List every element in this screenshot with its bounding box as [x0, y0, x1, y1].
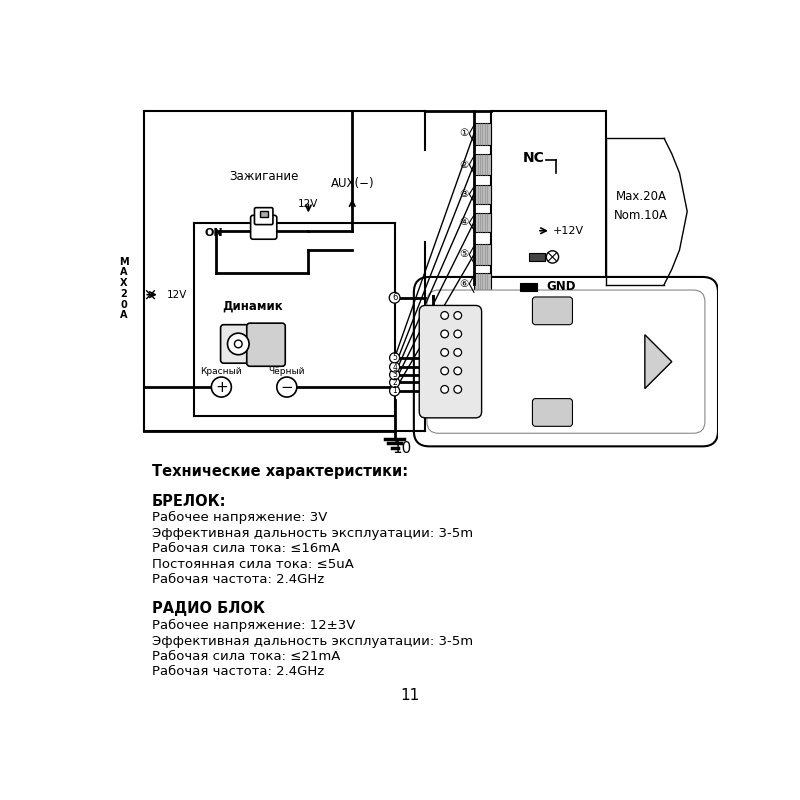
Text: A: A	[120, 267, 127, 278]
Circle shape	[454, 367, 462, 374]
Text: ⑤: ⑤	[459, 249, 469, 259]
Circle shape	[234, 340, 242, 348]
Circle shape	[441, 386, 449, 394]
Text: 10: 10	[393, 441, 412, 456]
FancyBboxPatch shape	[533, 297, 573, 325]
Circle shape	[227, 333, 249, 354]
Text: Nom.10A: Nom.10A	[614, 209, 668, 222]
Bar	[474, 244, 491, 266]
Text: 3: 3	[392, 370, 397, 379]
Bar	[491, 111, 606, 304]
Text: 0: 0	[120, 300, 127, 310]
Text: A: A	[120, 310, 127, 321]
Circle shape	[390, 292, 400, 303]
Text: 2: 2	[392, 378, 397, 387]
Bar	[474, 123, 491, 145]
Circle shape	[277, 377, 297, 397]
Text: 5: 5	[392, 354, 397, 362]
Text: Max.20A: Max.20A	[615, 190, 666, 202]
Text: Рабочая сила тока: ≤21mA: Рабочая сила тока: ≤21mA	[152, 650, 341, 663]
Text: GND: GND	[546, 281, 576, 294]
Circle shape	[211, 377, 231, 397]
Circle shape	[441, 330, 449, 338]
Text: 4: 4	[392, 362, 397, 371]
Text: 1: 1	[392, 386, 397, 395]
Bar	[530, 253, 545, 261]
Text: ⑥: ⑥	[459, 279, 469, 289]
Text: Эффективная дальность эксплуатации: 3-5m: Эффективная дальность эксплуатации: 3-5m	[152, 527, 473, 540]
FancyBboxPatch shape	[246, 323, 286, 366]
Text: Постоянная сила тока: ≤5uA: Постоянная сила тока: ≤5uA	[152, 558, 354, 570]
FancyBboxPatch shape	[419, 306, 482, 418]
Text: Технические характеристики:: Технические характеристики:	[152, 464, 408, 479]
FancyBboxPatch shape	[414, 277, 718, 446]
Bar	[474, 273, 491, 294]
Circle shape	[390, 370, 400, 380]
Text: M: M	[118, 257, 128, 266]
Text: Рабочая частота: 2.4GHz: Рабочая частота: 2.4GHz	[152, 573, 324, 586]
Text: X: X	[120, 278, 127, 288]
Bar	[474, 185, 491, 204]
Text: 6: 6	[392, 294, 398, 302]
Circle shape	[441, 311, 449, 319]
Text: Рабочее напряжение: 3V: Рабочее напряжение: 3V	[152, 511, 327, 525]
Text: Эффективная дальность эксплуатации: 3-5m: Эффективная дальность эксплуатации: 3-5m	[152, 634, 473, 648]
Circle shape	[390, 353, 400, 363]
Bar	[260, 210, 267, 217]
Text: ON: ON	[204, 228, 223, 238]
Circle shape	[441, 367, 449, 374]
FancyBboxPatch shape	[254, 208, 273, 225]
Text: 2: 2	[120, 289, 127, 299]
FancyBboxPatch shape	[533, 398, 573, 426]
Text: Рабочее напряжение: 12±3V: Рабочее напряжение: 12±3V	[152, 619, 355, 632]
Bar	[474, 213, 491, 232]
Circle shape	[390, 386, 400, 396]
Polygon shape	[645, 334, 672, 389]
Circle shape	[546, 250, 558, 263]
Circle shape	[454, 349, 462, 356]
FancyBboxPatch shape	[427, 290, 705, 434]
Text: ③: ③	[459, 189, 469, 198]
Text: Чёрный: Чёрный	[269, 367, 305, 376]
Text: 11: 11	[400, 687, 420, 702]
Circle shape	[390, 362, 400, 372]
Bar	[474, 154, 491, 175]
Text: Зажигание: Зажигание	[229, 170, 298, 183]
Text: 12V: 12V	[298, 199, 318, 209]
Text: Рабочая сила тока: ≤16mA: Рабочая сила тока: ≤16mA	[152, 542, 340, 555]
Text: AUX(−): AUX(−)	[330, 177, 374, 190]
Text: −: −	[281, 379, 293, 394]
Text: Красный: Красный	[201, 367, 242, 376]
Text: ④: ④	[459, 218, 469, 227]
Circle shape	[441, 349, 449, 356]
Circle shape	[454, 330, 462, 338]
Circle shape	[454, 386, 462, 394]
Text: Рабочая частота: 2.4GHz: Рабочая частота: 2.4GHz	[152, 666, 324, 678]
Text: NC: NC	[522, 150, 544, 165]
Circle shape	[390, 378, 400, 387]
Text: БРЕЛОК:: БРЕЛОК:	[152, 494, 226, 509]
FancyBboxPatch shape	[221, 325, 256, 363]
Text: 12V: 12V	[166, 290, 187, 300]
Text: ①: ①	[459, 128, 469, 138]
Bar	[520, 283, 537, 291]
Text: Динамик: Динамик	[222, 300, 282, 313]
FancyBboxPatch shape	[250, 215, 277, 239]
Text: +12V: +12V	[553, 226, 583, 236]
Text: +: +	[215, 379, 228, 394]
Text: ②: ②	[459, 160, 469, 170]
Text: РАДИО БЛОК: РАДИО БЛОК	[152, 602, 265, 616]
Circle shape	[454, 311, 462, 319]
